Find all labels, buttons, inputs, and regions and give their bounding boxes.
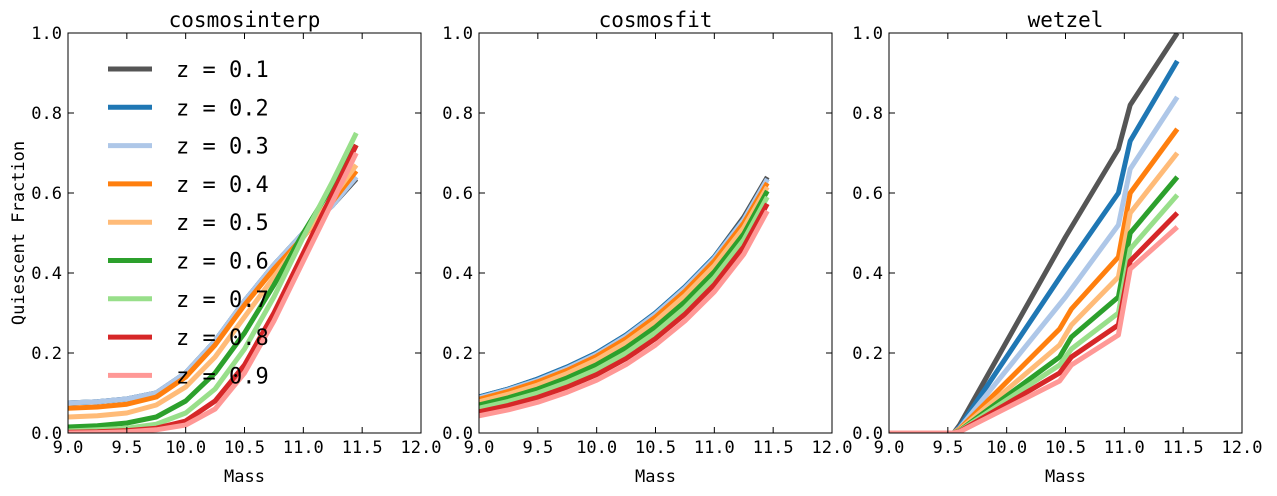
x-tick-label: 11.0 bbox=[694, 438, 735, 458]
x-tick-label: 10.0 bbox=[576, 438, 617, 458]
panel-cosmosfit: 9.0 9.5 10.0 10.5 11.0 11.5 12.0 0.0 0.2 0.4 0.6 0.… bbox=[442, 8, 852, 487]
series-line-4 bbox=[479, 181, 770, 402]
x-tick-label: 10.0 bbox=[986, 438, 1027, 458]
legend-label: z = 0.7 bbox=[176, 288, 269, 313]
y-tick-label: 0.0 bbox=[31, 424, 62, 444]
x-tick-label: 9.0 bbox=[464, 438, 495, 458]
y-tick-label: 0.0 bbox=[442, 424, 473, 444]
legend: z = 0.1 z = 0.2 z = 0.3 z = 0.4 z = 0.5 z = 0… bbox=[108, 58, 269, 389]
y-tick-label: 0.2 bbox=[442, 344, 473, 364]
x-tick-label: 11.0 bbox=[283, 438, 324, 458]
legend-label: z = 0.1 bbox=[176, 58, 269, 83]
panel-title: cosmosfit bbox=[599, 8, 713, 32]
legend-label: z = 0.3 bbox=[176, 135, 269, 160]
panel-title: wetzel bbox=[1028, 8, 1104, 32]
panel-cosmosinterp: 9.0 9.5 10.0 10.5 11.0 11.5 12.0 0.0 0.2 0.4 0.6 0.… bbox=[31, 8, 441, 487]
series-line-6 bbox=[479, 189, 770, 408]
x-tick-label: 12.0 bbox=[401, 438, 442, 458]
y-tick-label: 0.6 bbox=[442, 184, 473, 204]
series-line-1 bbox=[889, 33, 1180, 433]
x-tick-label: 11.0 bbox=[1104, 438, 1145, 458]
y-tick-label: 1.0 bbox=[31, 24, 62, 44]
panel-wetzel: 9.0 9.5 10.0 10.5 11.0 11.5 12.0 0.0 0.2 0.4 0.6 0.… bbox=[852, 8, 1262, 487]
plot-frame bbox=[478, 32, 833, 434]
y-tick-label: 0.2 bbox=[852, 344, 883, 364]
series-line-9 bbox=[479, 209, 770, 419]
y-tick-label: 0.4 bbox=[31, 264, 62, 284]
x-tick-label: 11.5 bbox=[753, 438, 794, 458]
x-tick-label: 9.5 bbox=[932, 438, 963, 458]
series-line-3 bbox=[889, 95, 1180, 433]
y-tick-label: 0.8 bbox=[31, 104, 62, 124]
y-tick-label: 0.0 bbox=[852, 424, 883, 444]
legend-label: z = 0.6 bbox=[176, 250, 269, 275]
legend-label: z = 0.8 bbox=[176, 326, 269, 351]
legend-label: z = 0.5 bbox=[176, 211, 269, 236]
y-tick-label: 0.8 bbox=[442, 104, 473, 124]
series-line-7 bbox=[479, 195, 770, 411]
x-tick-label: 9.5 bbox=[111, 438, 142, 458]
y-tick-label: 0.4 bbox=[852, 264, 883, 284]
series-line-2 bbox=[889, 59, 1180, 433]
x-axis-label: Mass bbox=[1045, 467, 1086, 487]
y-tick-label: 0.2 bbox=[31, 344, 62, 364]
y-axis-label: Quiescent Fraction bbox=[9, 141, 29, 325]
x-tick-label: 9.0 bbox=[874, 438, 905, 458]
legend-label: z = 0.2 bbox=[176, 96, 269, 121]
series-line-9 bbox=[68, 151, 359, 433]
x-tick-label: 10.5 bbox=[1045, 438, 1086, 458]
x-tick-label: 10.5 bbox=[635, 438, 676, 458]
x-tick-label: 11.5 bbox=[1163, 438, 1204, 458]
series-group bbox=[68, 131, 359, 433]
x-axis-label: Mass bbox=[635, 467, 676, 487]
legend-label: z = 0.9 bbox=[176, 364, 269, 389]
y-tick-label: 1.0 bbox=[852, 24, 883, 44]
series-line-8 bbox=[479, 202, 770, 415]
y-tick-label: 1.0 bbox=[442, 24, 473, 44]
y-tick-label: 0.4 bbox=[442, 264, 473, 284]
series-group bbox=[479, 175, 770, 419]
x-tick-label: 12.0 bbox=[812, 438, 853, 458]
x-tick-label: 10.0 bbox=[165, 438, 206, 458]
x-tick-label: 9.5 bbox=[522, 438, 553, 458]
y-tick-label: 0.6 bbox=[852, 184, 883, 204]
panel-title: cosmosinterp bbox=[169, 8, 321, 32]
y-tick-label: 0.6 bbox=[31, 184, 62, 204]
x-axis-label: Mass bbox=[224, 467, 265, 487]
series-group bbox=[889, 33, 1180, 433]
y-tick-label: 0.8 bbox=[852, 104, 883, 124]
x-tick-label: 12.0 bbox=[1222, 438, 1263, 458]
legend-label: z = 0.4 bbox=[176, 173, 269, 198]
x-tick-label: 9.0 bbox=[53, 438, 84, 458]
series-line-5 bbox=[479, 185, 770, 405]
x-tick-label: 11.5 bbox=[342, 438, 383, 458]
x-tick-label: 10.5 bbox=[224, 438, 265, 458]
